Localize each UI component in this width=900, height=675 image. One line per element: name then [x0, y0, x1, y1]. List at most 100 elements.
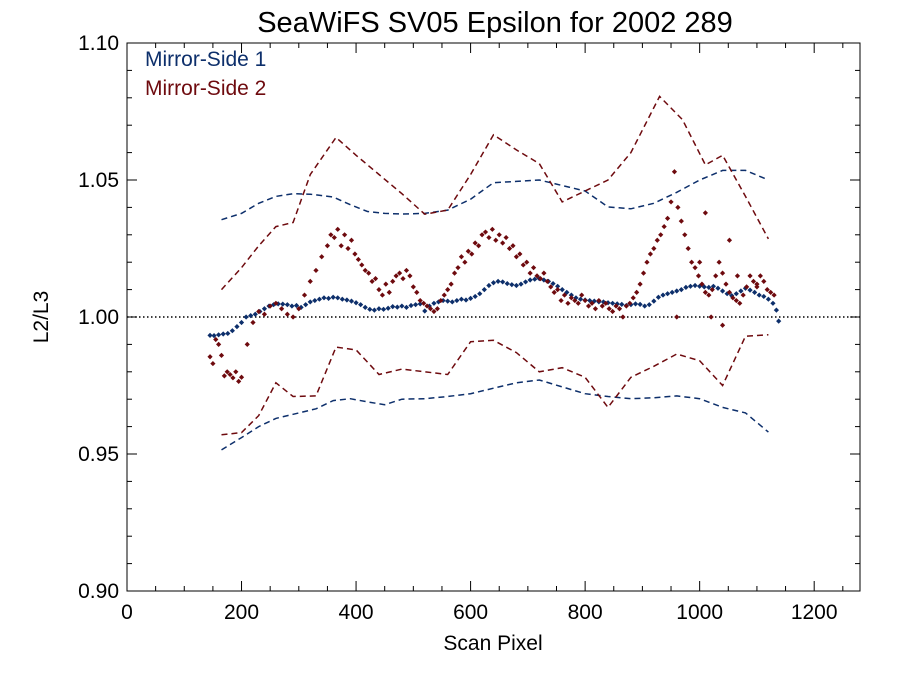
series-2-point: [224, 369, 230, 375]
series-2-point: [671, 169, 678, 175]
series-1-point: [271, 302, 277, 308]
series-2-point: [506, 245, 513, 252]
series-1-point: [234, 323, 240, 330]
x-tick-label: 600: [453, 601, 488, 624]
series-2-point: [355, 256, 361, 263]
legend-mirror-side-1: Mirror-Side 1: [145, 48, 266, 71]
series-1-point: [321, 295, 327, 301]
series-1-point: [390, 303, 396, 310]
series-2-point: [668, 199, 674, 205]
series-2-point: [719, 270, 726, 276]
series-1-point: [752, 289, 758, 295]
series-1-point: [316, 296, 323, 302]
series-2-point: [651, 245, 657, 252]
series-1-point: [403, 304, 410, 311]
series-2-point: [634, 289, 640, 295]
series-2-point: [702, 289, 708, 295]
series-2-point: [734, 273, 741, 279]
series-2-point: [637, 281, 643, 287]
series-1-point: [747, 287, 753, 293]
series-2-point: [427, 306, 434, 312]
series-2-point: [510, 243, 516, 249]
series-1-point: [358, 302, 364, 308]
series-2-point: [335, 226, 341, 232]
series-2-point: [530, 265, 537, 271]
plot-frame: [126, 42, 861, 592]
series-2-point: [744, 284, 750, 290]
series-2-point: [661, 223, 667, 230]
series-2-point: [589, 300, 595, 306]
series-2-upper-band: [220, 95, 770, 291]
series-2-point: [472, 240, 478, 246]
series-1-point: [500, 279, 506, 285]
series-1-point: [385, 305, 391, 311]
series-2-point: [393, 273, 399, 279]
series-2-point: [716, 259, 722, 265]
series-2-point: [383, 281, 389, 287]
series-2-point: [352, 251, 358, 257]
series-2-point: [747, 273, 753, 279]
series-2-point: [544, 278, 550, 284]
series-1-point: [577, 296, 584, 302]
y-tick-label: 0.95: [78, 443, 119, 466]
series-1-point: [486, 282, 492, 289]
series-2-point: [493, 237, 499, 243]
series-1-point: [481, 287, 487, 293]
series-1-upper-band: [221, 169, 769, 221]
series-2-point: [675, 204, 681, 210]
series-1-point: [225, 330, 231, 337]
series-2-point: [445, 287, 451, 293]
series-1-point: [619, 301, 625, 307]
series-2-point: [647, 251, 654, 257]
series-2-point: [331, 234, 337, 241]
series-1-point: [298, 304, 304, 311]
series-1-point: [756, 292, 762, 298]
series-2-point: [733, 297, 739, 304]
series-2-point: [640, 270, 647, 276]
series-1-point: [660, 292, 666, 298]
series-2-point: [290, 314, 296, 320]
series-2-point: [757, 273, 763, 279]
series-2-point: [455, 265, 461, 271]
series-1-point: [509, 282, 515, 288]
series-1-point: [729, 293, 735, 299]
series-2-point: [441, 292, 447, 298]
series-2-point: [579, 292, 585, 298]
series-2-point: [610, 308, 616, 315]
series-1-point: [490, 280, 497, 286]
series-1-point: [362, 304, 368, 311]
series-1-point: [353, 300, 359, 306]
series-2-point: [400, 276, 406, 282]
series-2-point: [692, 265, 698, 271]
series-1-point: [280, 301, 286, 307]
series-1-point: [692, 282, 698, 289]
series-1-point: [770, 300, 776, 306]
series-2-point: [520, 262, 526, 268]
series-2-point: [279, 306, 285, 312]
series-1-point: [550, 280, 556, 287]
series-2-point: [771, 292, 777, 298]
series-2-point: [479, 232, 485, 238]
series-2-point: [768, 289, 774, 295]
series-2-point: [489, 226, 495, 232]
y-tick-label: 0.90: [78, 580, 119, 603]
series-2-point: [603, 300, 609, 306]
series-2-point: [592, 306, 599, 312]
series-2-point: [534, 273, 540, 279]
series-2-point: [386, 289, 392, 295]
series-1-point: [674, 288, 680, 294]
series-1-point: [504, 280, 510, 287]
series-1-point: [211, 333, 217, 339]
series-2-point: [658, 232, 664, 238]
series-2-point: [699, 281, 705, 287]
series-1-point: [614, 301, 620, 307]
series-1-point: [284, 302, 290, 308]
series-2-point: [218, 352, 225, 358]
series-2-point: [674, 314, 680, 320]
series-1-point: [669, 289, 675, 295]
series-2-point: [726, 237, 733, 243]
series-2-point: [438, 297, 444, 304]
series-2-point: [244, 341, 250, 347]
series-2-point: [620, 314, 626, 320]
